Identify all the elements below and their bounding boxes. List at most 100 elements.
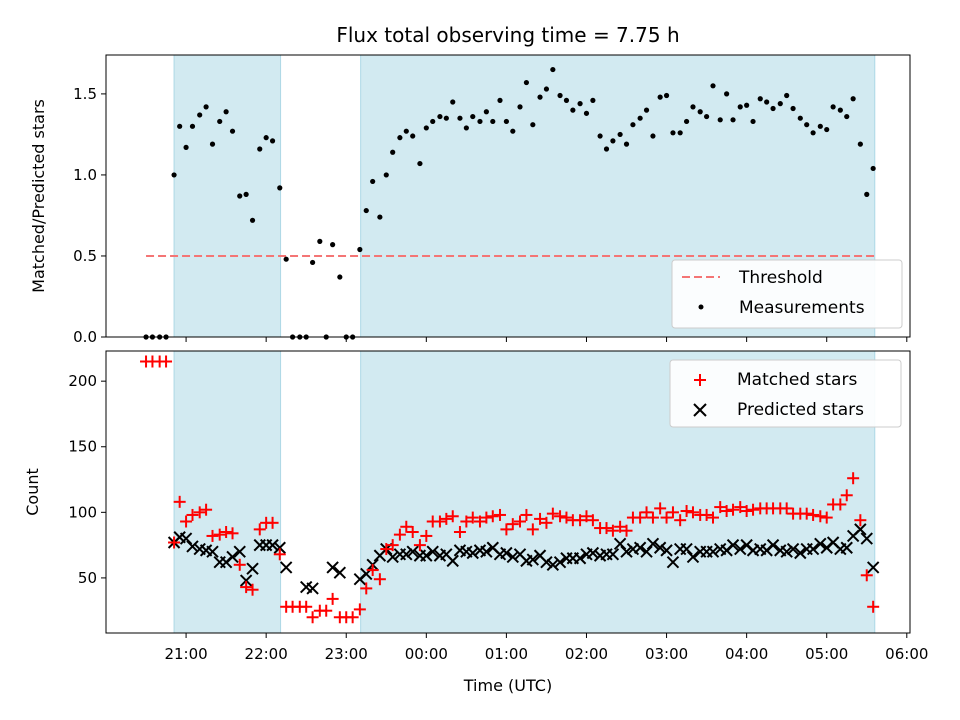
matched-star-point bbox=[266, 516, 279, 529]
predicted-star-point bbox=[386, 550, 399, 564]
matched-star-point bbox=[580, 510, 593, 523]
measurement-point bbox=[577, 101, 583, 107]
x-tick-label: 02:00 bbox=[565, 645, 608, 663]
matched-star-point bbox=[854, 514, 867, 527]
measurement-point bbox=[543, 86, 550, 92]
measurement-point bbox=[837, 107, 843, 113]
matched-star-point bbox=[446, 510, 459, 523]
matched-star-point bbox=[246, 583, 259, 596]
measurement-point bbox=[737, 104, 743, 110]
matched-star-point bbox=[840, 489, 853, 502]
measurement-point bbox=[517, 104, 523, 110]
measurement-point bbox=[824, 126, 830, 133]
predicted-star-point bbox=[786, 542, 800, 556]
matched-star-point bbox=[660, 511, 673, 524]
matched-star-point bbox=[413, 539, 426, 552]
measurement-point bbox=[810, 130, 816, 136]
measurement-point bbox=[797, 115, 803, 121]
x-tick-label: 04:00 bbox=[725, 645, 768, 663]
measurement-point bbox=[744, 102, 750, 108]
matched-star-point bbox=[213, 528, 226, 541]
matched-star-point bbox=[353, 603, 366, 616]
matched-star-point bbox=[466, 511, 479, 524]
measurement-point bbox=[497, 97, 503, 103]
measurement-point bbox=[663, 92, 670, 99]
predicted-star-point bbox=[860, 532, 873, 545]
measurement-point bbox=[370, 178, 376, 185]
bottom-y-axis-title: Count bbox=[23, 468, 42, 516]
matched-star-point bbox=[226, 527, 239, 540]
matched-star-point bbox=[393, 528, 406, 541]
measurement-point bbox=[257, 146, 263, 152]
measurement-point bbox=[397, 135, 403, 141]
legend-predicted-label: Predicted stars bbox=[737, 400, 864, 420]
measurement-point bbox=[857, 141, 863, 147]
matched-star-point bbox=[373, 573, 386, 586]
y-tick-label: 200 bbox=[68, 372, 97, 390]
matched-star-point bbox=[486, 510, 499, 523]
shaded-interval bbox=[173, 350, 282, 634]
matched-star-point bbox=[514, 515, 527, 528]
matched-star-point bbox=[460, 515, 473, 528]
y-tick-label: 50 bbox=[78, 569, 97, 587]
measurement-point bbox=[477, 118, 483, 125]
bottom-panel: 50 100 150 200 21:00 22:00 23:00 00:00 01:00 02:… bbox=[23, 350, 928, 695]
measurement-point bbox=[423, 125, 429, 131]
matched-star-point bbox=[614, 520, 627, 533]
measurement-point bbox=[643, 107, 650, 113]
matched-star-point bbox=[300, 600, 313, 613]
matched-star-point bbox=[326, 592, 339, 605]
measurement-point bbox=[790, 105, 796, 112]
predicted-star-point bbox=[186, 540, 199, 553]
measurement-point bbox=[670, 130, 676, 136]
top-plot-frame bbox=[105, 54, 911, 338]
matched-star-point bbox=[740, 505, 753, 518]
measurement-points bbox=[143, 66, 876, 340]
matched-star-point bbox=[306, 611, 319, 624]
legend-measurements-label: Measurements bbox=[739, 298, 865, 318]
measurement-point bbox=[317, 238, 323, 244]
predicted-star-point bbox=[620, 545, 633, 558]
predicted-star-point bbox=[613, 537, 627, 551]
measurement-point bbox=[171, 172, 177, 178]
predicted-star-point bbox=[553, 555, 567, 569]
measurement-point bbox=[197, 112, 203, 118]
measurement-point bbox=[583, 110, 590, 116]
predicted-star-point bbox=[273, 541, 286, 554]
predicted-star-point bbox=[526, 553, 540, 566]
predicted-star-point bbox=[680, 542, 693, 556]
measurement-point bbox=[617, 131, 623, 138]
measurement-point bbox=[750, 118, 756, 125]
measurement-point bbox=[784, 92, 790, 99]
measurement-point bbox=[209, 141, 216, 147]
measurement-point bbox=[363, 207, 369, 214]
predicted-star-point bbox=[633, 541, 647, 554]
measurement-point bbox=[243, 191, 249, 197]
measurement-point bbox=[697, 109, 703, 115]
predicted-star-point bbox=[734, 542, 747, 556]
y-tick-label: 100 bbox=[68, 503, 97, 521]
measurement-point bbox=[470, 113, 476, 120]
bottom-legend: Matched stars Predicted stars bbox=[669, 359, 902, 428]
top-legend: Threshold Measurements bbox=[671, 259, 903, 329]
predicted-star-point bbox=[506, 550, 520, 564]
predicted-star-point bbox=[606, 548, 620, 561]
matched-star-point bbox=[380, 543, 393, 556]
matched-star-point bbox=[526, 523, 539, 536]
matched-star-point bbox=[546, 507, 559, 520]
measurement-point bbox=[770, 105, 776, 112]
measurement-point bbox=[410, 133, 416, 139]
measurement-point bbox=[683, 118, 690, 125]
matched-star-point bbox=[493, 508, 506, 521]
measurement-point bbox=[570, 107, 576, 113]
predicted-star-point bbox=[426, 545, 439, 558]
predicted-star-point bbox=[646, 537, 660, 551]
x-tick-label: 21:00 bbox=[164, 645, 207, 663]
x-tick-label: 01:00 bbox=[485, 645, 528, 663]
bottom-y-ticks: 50 100 150 200 bbox=[68, 372, 106, 587]
matched-star-point bbox=[420, 529, 433, 542]
predicted-star-point bbox=[794, 546, 807, 560]
measurement-point bbox=[730, 117, 736, 123]
legend-predicted-swatch bbox=[693, 403, 707, 417]
